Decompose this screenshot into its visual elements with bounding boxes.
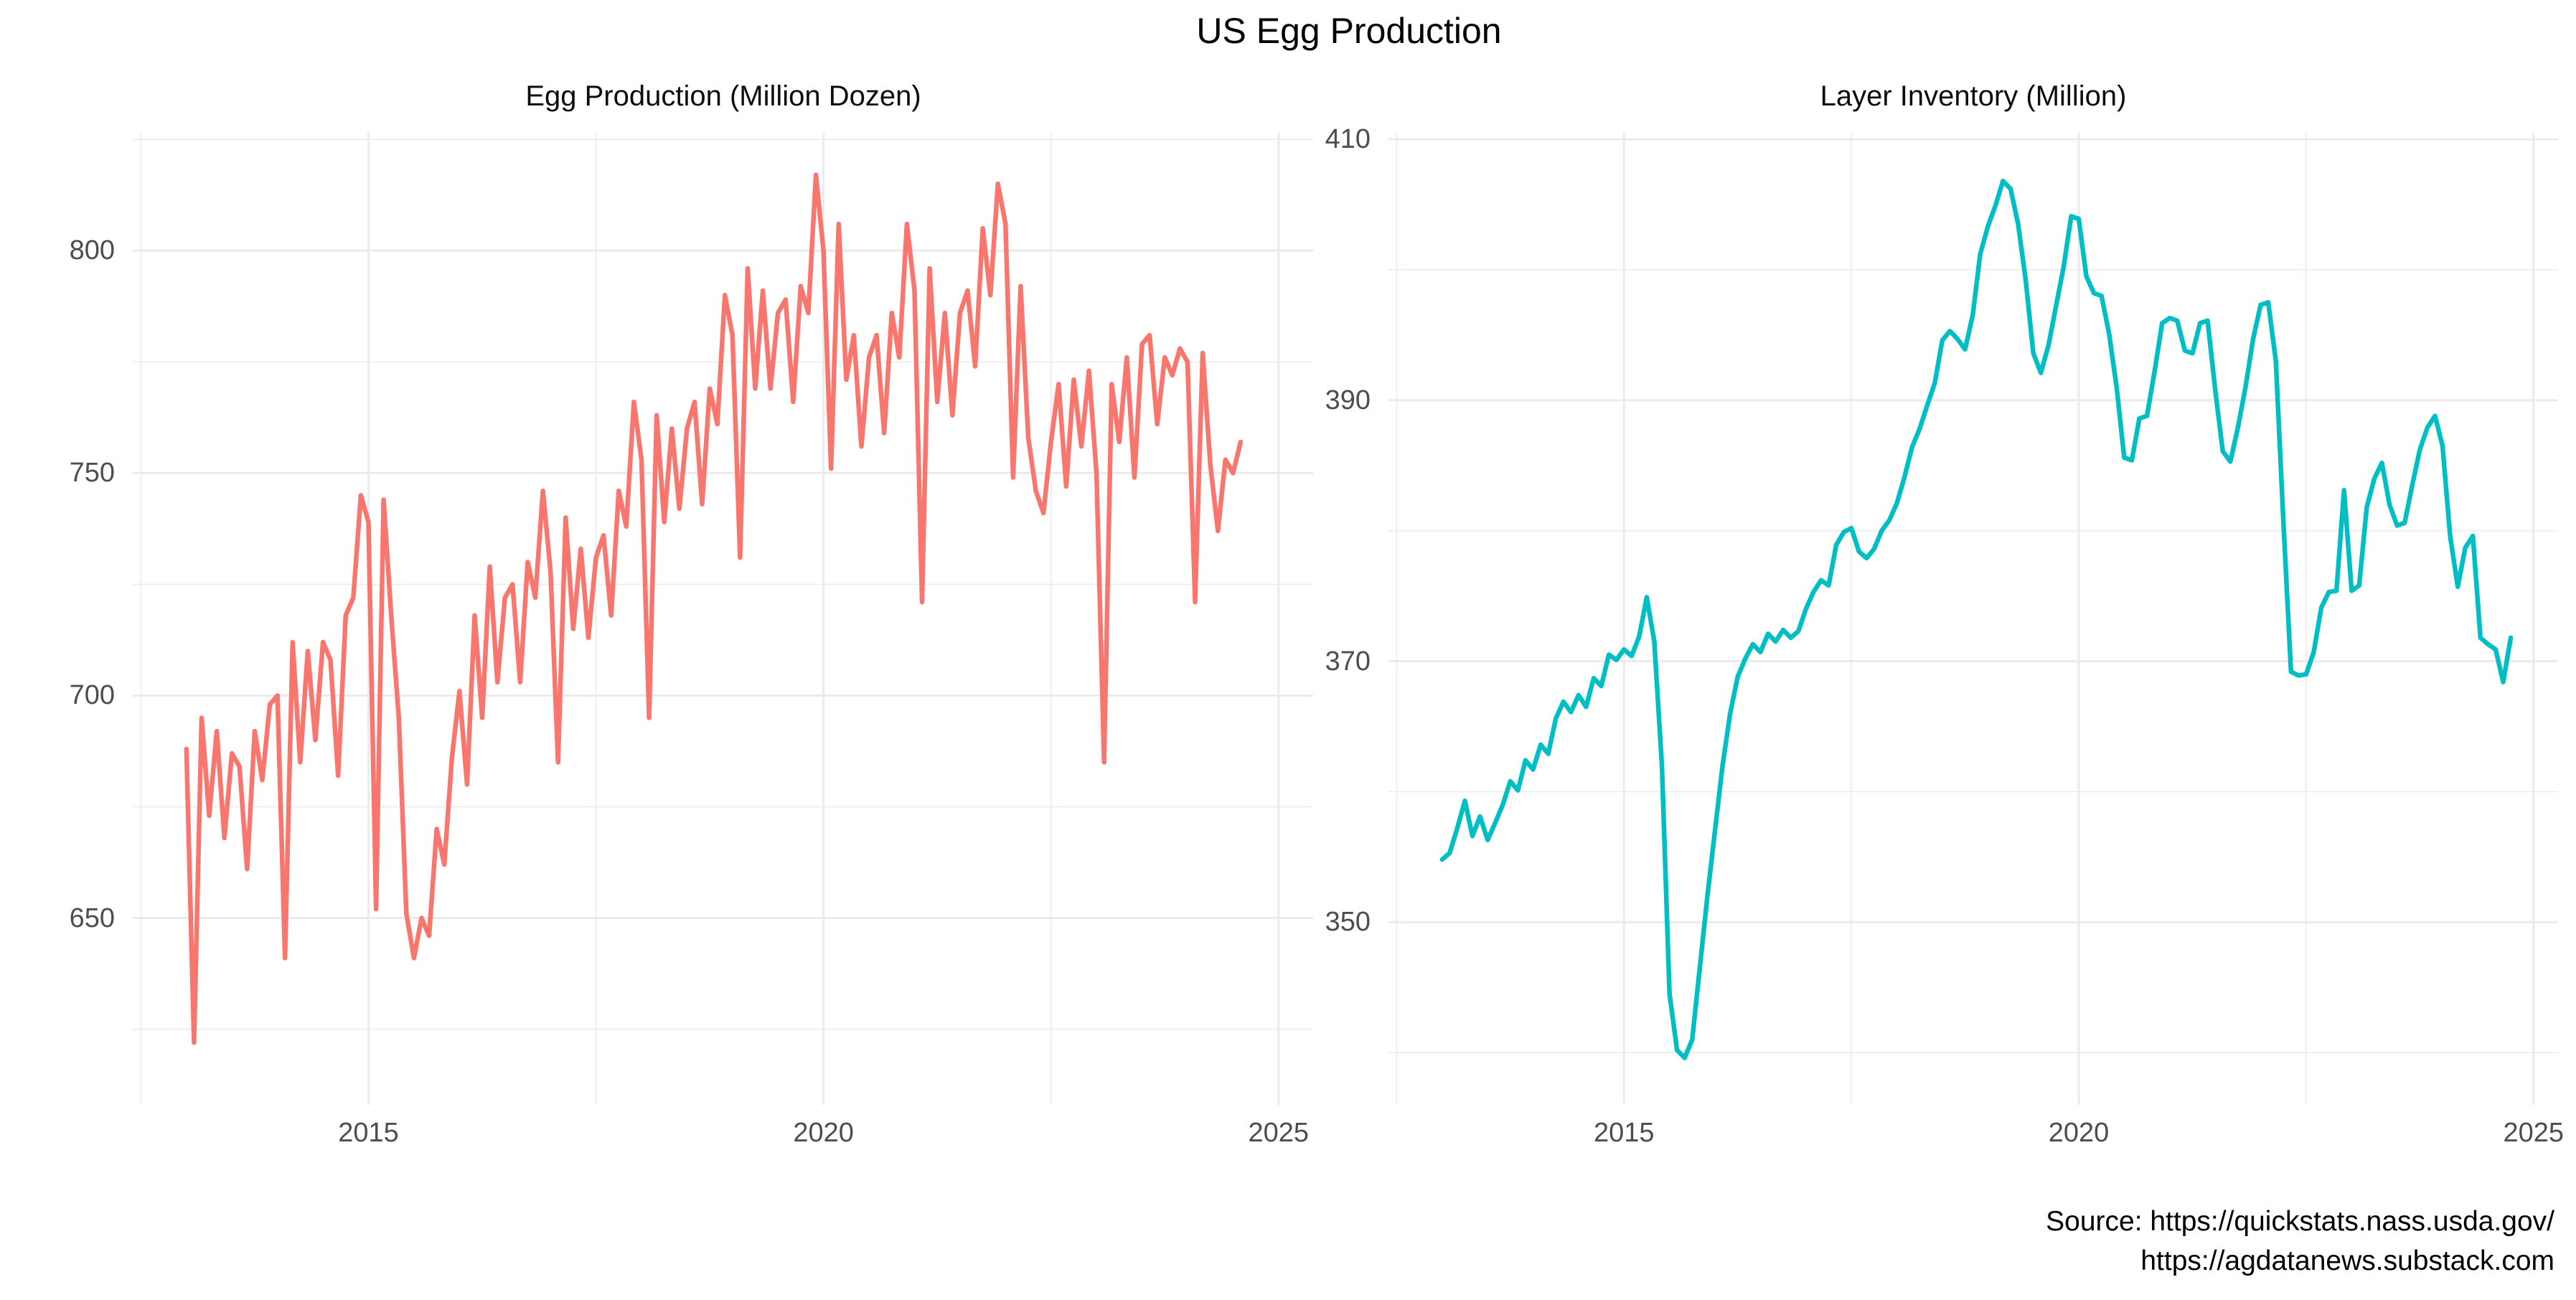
egg-production-y-tick-750: 750	[69, 458, 115, 489]
egg-production-panel	[133, 133, 1313, 1105]
layer-inventory-y-tick-370: 370	[1325, 646, 1371, 677]
source-line-2: https://agdatanews.substack.com	[2140, 1245, 2554, 1276]
layer-inventory-panel	[1388, 133, 2558, 1105]
egg-production-x-tick-2020: 2020	[793, 1118, 854, 1148]
egg-production-x-tick-2025: 2025	[1248, 1118, 1310, 1148]
layer-inventory-x-tick-2015: 2015	[1594, 1118, 1655, 1148]
egg-production-x-tick-2015: 2015	[338, 1118, 399, 1148]
source-line-1: Source: https://quickstats.nass.usda.gov…	[2046, 1206, 2554, 1237]
layer-inventory-y-tick-410: 410	[1325, 124, 1371, 155]
egg-production-y-tick-650: 650	[69, 903, 115, 933]
layer-inventory-x-tick-2020: 2020	[2048, 1118, 2110, 1148]
egg-production-y-tick-800: 800	[69, 235, 115, 266]
left-panel-title: Egg Production (Million Dozen)	[525, 80, 921, 112]
egg-production-line	[184, 172, 1244, 1045]
layer-inventory-x-tick-2025: 2025	[2503, 1118, 2565, 1148]
right-panel-title: Layer Inventory (Million)	[1820, 80, 2127, 112]
layer-inventory-line	[1439, 179, 2514, 1060]
layer-inventory-y-tick-350: 350	[1325, 907, 1371, 938]
egg-production-y-tick-700: 700	[69, 680, 115, 711]
layer-inventory-y-tick-390: 390	[1325, 385, 1371, 415]
figure-title: US Egg Production	[1196, 11, 1502, 51]
source-citation: Source: https://quickstats.nass.usda.gov…	[2046, 1202, 2554, 1281]
